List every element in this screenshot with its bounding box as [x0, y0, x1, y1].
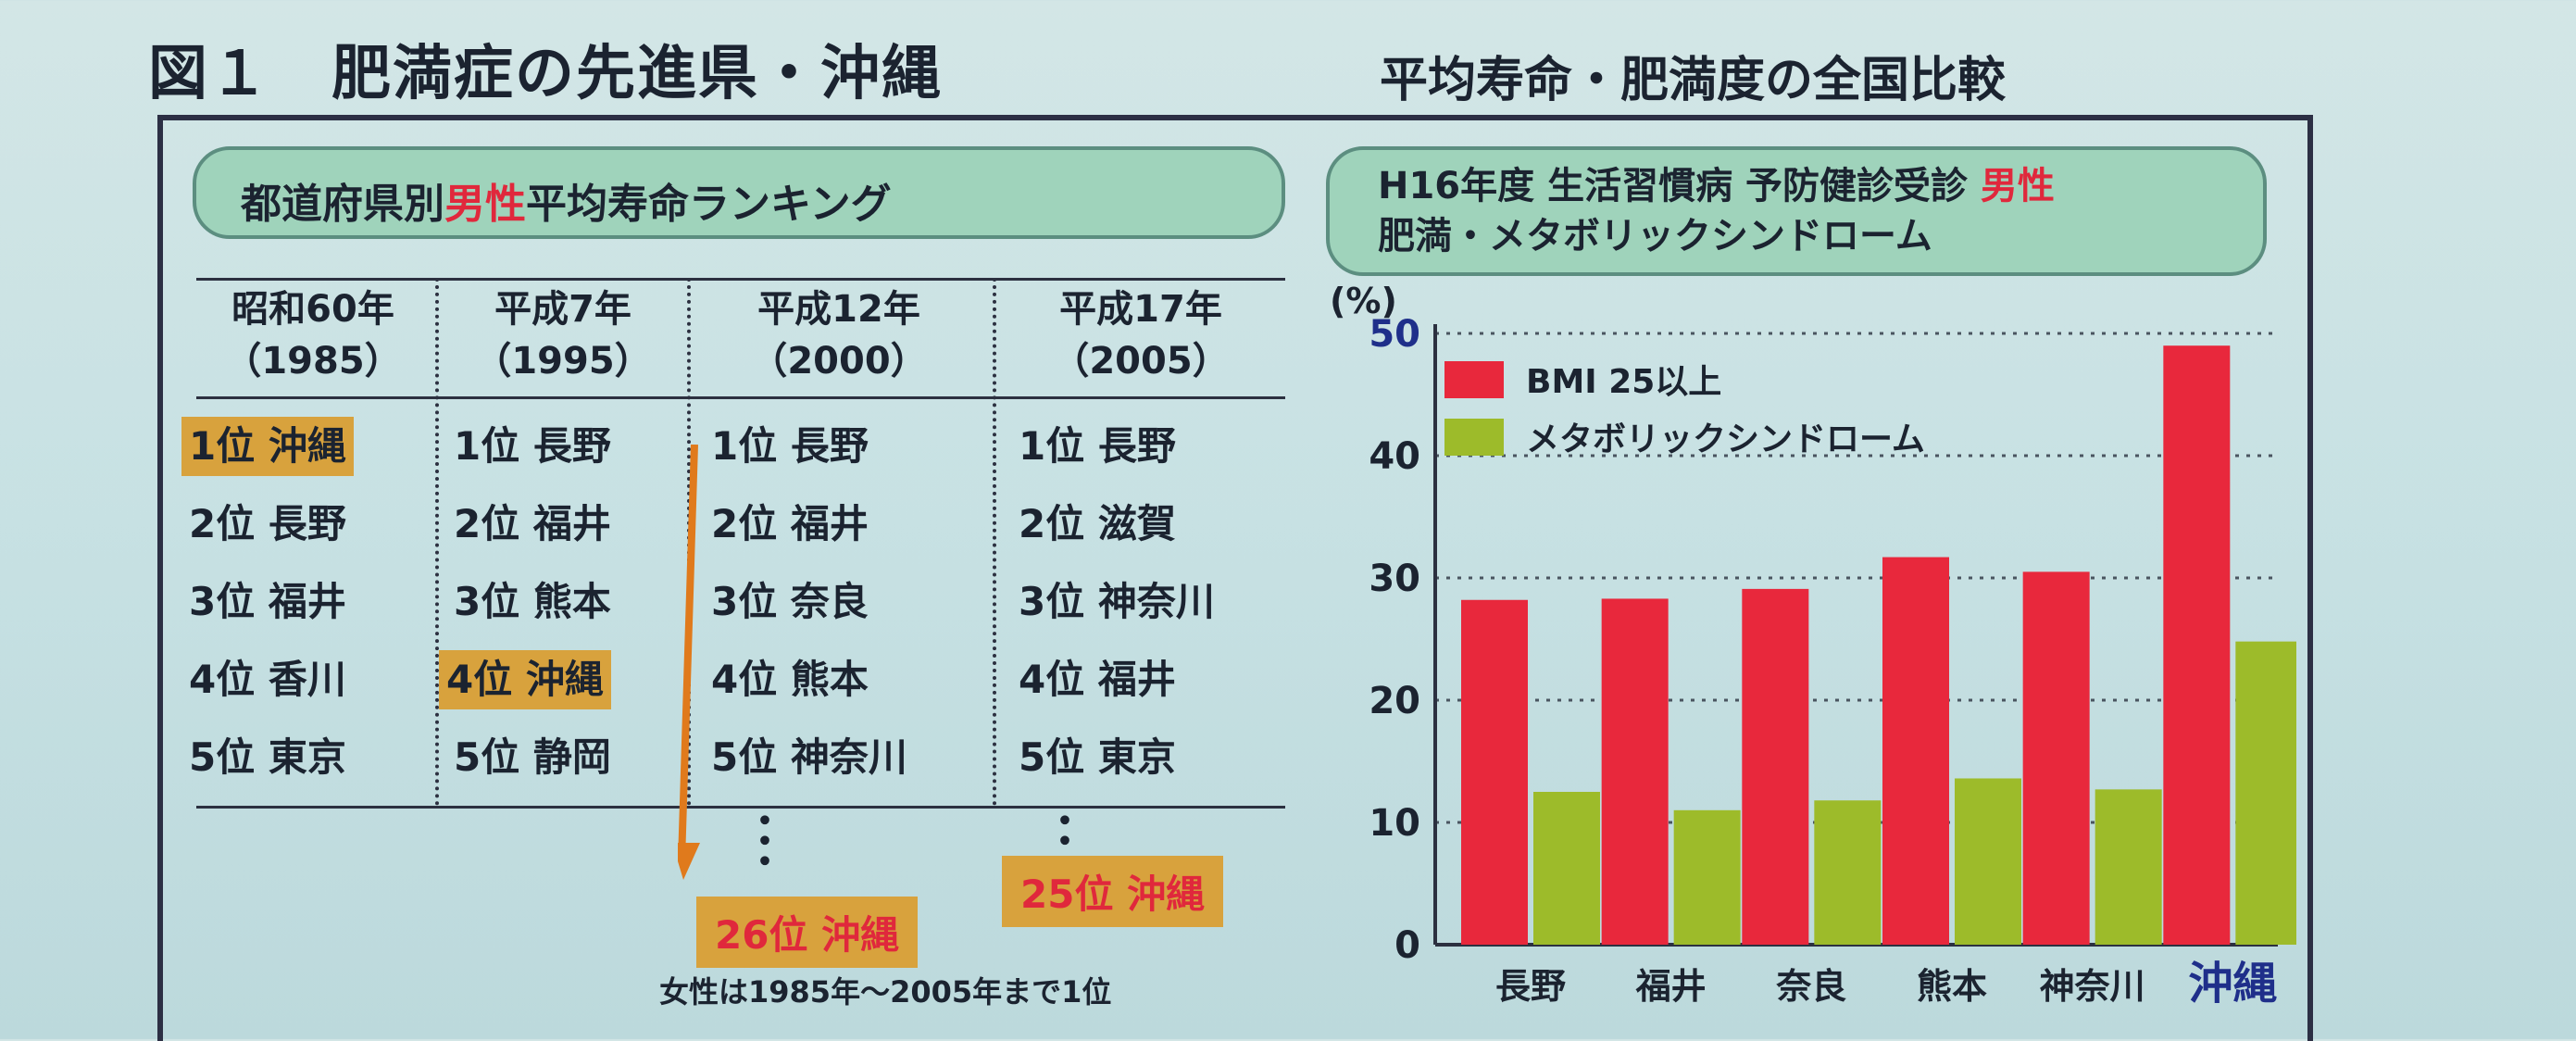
column-header-1985: 昭和60年 （1985）	[178, 283, 448, 387]
ranking-cell-2000-1: 1位 長野	[711, 423, 869, 469]
ranking-cell-1985-1: 1位 沖縄	[181, 417, 354, 476]
figure-frame	[157, 115, 2313, 1041]
x-category-label: 福井	[1635, 966, 1707, 1007]
ranking-cell-2000-5: 5位 神奈川	[711, 734, 907, 780]
ranking-cell-2005-4: 4位 福井	[1019, 657, 1176, 702]
bar-metabolic-5	[2235, 641, 2296, 945]
column-header-year: （1985）	[224, 340, 402, 383]
legend-swatch-0	[1444, 361, 1504, 398]
bar-metabolic-4	[2095, 789, 2162, 945]
callout-2005-okinawa: 25位 沖縄	[1002, 856, 1224, 927]
bar-bmi-5	[2163, 345, 2231, 945]
ranking-cell-1985-4: 4位 香川	[189, 657, 346, 702]
chart-title-em: 男性	[1980, 165, 2055, 207]
figure-title: 図１ 肥満症の先進県・沖縄	[148, 40, 943, 108]
ranking-cell-1995-4: 4位 沖縄	[439, 650, 611, 709]
legend-label-0: BMI 25以上	[1526, 363, 1721, 401]
ranking-cell-1985-5: 5位 東京	[189, 734, 346, 780]
column-header-2005: 平成17年 （2005）	[1006, 283, 1276, 387]
ranking-title-pill: 都道府県別男性平均寿命ランキング	[193, 146, 1285, 239]
chart-title-line1: H16年度 生活習慣病 予防健診受診	[1378, 165, 1981, 207]
bar-bmi-4	[2022, 571, 2090, 945]
column-header-year: （1995）	[474, 340, 652, 383]
bar-metabolic-3	[1955, 778, 2021, 945]
table-bottom-rule	[196, 806, 1285, 809]
ellipsis-2005: ・・	[1046, 800, 1083, 863]
column-header-era: 昭和60年	[231, 288, 394, 331]
column-header-year: （2005）	[1052, 340, 1230, 383]
column-header-era: 平成17年	[1059, 288, 1222, 331]
bar-metabolic-0	[1533, 792, 1600, 945]
ranking-cell-2005-2: 2位 滋賀	[1019, 501, 1176, 546]
y-tick-label: 30	[1369, 558, 1420, 600]
y-tick-label: 50	[1369, 313, 1420, 356]
ranking-title-em: 男性	[444, 181, 526, 228]
ranking-cell-1995-1: 1位 長野	[454, 423, 611, 469]
ranking-cell-1995-5: 5位 静岡	[454, 734, 611, 780]
column-header-era: 平成12年	[757, 288, 920, 331]
ellipsis-2000: ・・・	[746, 800, 783, 884]
bar-chart: 0 10 20 30 40 50 長野 福井 奈良 熊本 神奈川 沖縄 BMI 25以上メタボリック…	[1330, 281, 2296, 1010]
column-divider	[435, 278, 439, 806]
table-header-rule	[196, 396, 1285, 399]
bar-metabolic-2	[1814, 800, 1882, 945]
x-category-label: 沖縄	[2188, 958, 2277, 1010]
column-header-2000: 平成12年 （2000）	[704, 283, 974, 387]
legend-label-1: メタボリックシンドローム	[1526, 420, 1925, 458]
x-category-label: 奈良	[1775, 966, 1846, 1007]
ranking-cell-2000-3: 3位 奈良	[711, 579, 869, 624]
chart-bars	[1461, 345, 2296, 945]
y-axis-unit: (%)	[1330, 281, 1397, 321]
ranking-title-pre: 都道府県別	[241, 181, 444, 228]
x-category-label: 神奈川	[2040, 966, 2145, 1007]
x-axis-labels: 長野 福井 奈良 熊本 神奈川 沖縄	[1495, 958, 2277, 1010]
ranking-cell-2000-2: 2位 福井	[711, 501, 869, 546]
y-tick-label: 10	[1369, 802, 1420, 845]
column-header-era: 平成7年	[494, 288, 631, 331]
ranking-cell-2005-3: 3位 神奈川	[1019, 579, 1215, 624]
y-tick-label: 40	[1369, 435, 1420, 478]
x-category-label: 長野	[1495, 966, 1566, 1007]
ranking-cell-2005-5: 5位 東京	[1019, 734, 1176, 780]
ranking-cell-2000-4: 4位 熊本	[711, 657, 869, 702]
table-top-rule	[196, 278, 1285, 281]
footnote-women: 女性は1985年〜2005年まで1位	[659, 974, 1112, 1010]
column-divider	[993, 278, 996, 806]
bar-metabolic-1	[1673, 809, 1741, 945]
y-axis-ticks: 0 10 20 30 40 50	[1369, 313, 1420, 967]
chart-title-pill: H16年度 生活習慣病 予防健診受診 男性 肥満・メタボリックシンドローム	[1326, 146, 2267, 276]
column-header-year: （2000）	[750, 340, 928, 383]
ranking-cell-1985-2: 2位 長野	[189, 501, 346, 546]
chart-title-line2: 肥満・メタボリックシンドローム	[1378, 215, 1932, 257]
down-arrow-icon	[678, 445, 700, 880]
ranking-cell-1995-2: 2位 福井	[454, 501, 611, 546]
ranking-cell-2005-1: 1位 長野	[1019, 423, 1176, 469]
callout-2000-okinawa: 26位 沖縄	[696, 897, 919, 968]
bar-bmi-3	[1882, 557, 1949, 945]
ranking-cell-1985-3: 3位 福井	[189, 579, 346, 624]
figure-subtitle: 平均寿命・肥満度の全国比較	[1380, 53, 2007, 108]
bar-bmi-2	[1742, 588, 1809, 945]
x-category-label: 熊本	[1917, 966, 1987, 1007]
ranking-title-post: 平均寿命ランキング	[526, 181, 892, 228]
ranking-cell-1995-3: 3位 熊本	[454, 579, 611, 624]
bar-bmi-1	[1601, 598, 1669, 945]
legend-swatch-1	[1444, 419, 1504, 456]
column-header-1995: 平成7年 （1995）	[428, 283, 698, 387]
bar-bmi-0	[1461, 599, 1528, 945]
y-tick-label: 20	[1369, 680, 1420, 722]
y-tick-label: 0	[1394, 924, 1420, 967]
